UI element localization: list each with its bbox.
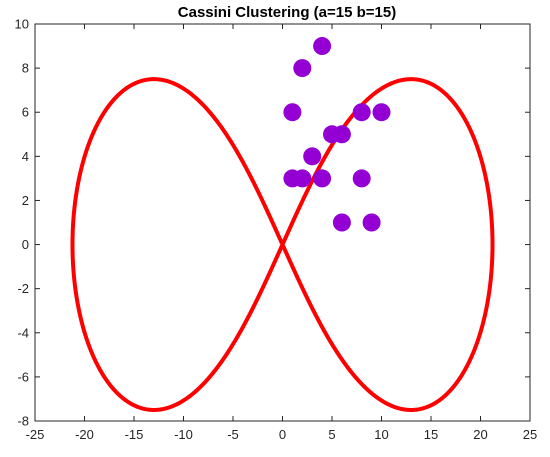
data-point — [303, 147, 322, 166]
y-tick-label: 4 — [22, 149, 29, 164]
y-tick-label: 2 — [22, 193, 29, 208]
x-tick-label: 10 — [374, 427, 388, 442]
data-point — [313, 169, 332, 188]
x-tick-label: -10 — [174, 427, 193, 442]
data-point — [293, 169, 312, 188]
x-tick-label: -20 — [75, 427, 94, 442]
y-tick-label: 6 — [22, 105, 29, 120]
data-point — [362, 213, 381, 232]
y-tick-label: -6 — [17, 369, 29, 384]
y-tick-label: -2 — [17, 281, 29, 296]
cassini-curve — [70, 77, 495, 412]
data-point — [372, 103, 391, 122]
data-point — [313, 37, 332, 56]
data-point — [332, 125, 351, 144]
chart-title: Cassini Clustering (a=15 b=15) — [178, 4, 396, 21]
x-tick-label: 0 — [279, 427, 286, 442]
x-tick-label: 15 — [424, 427, 438, 442]
x-tick-label: 5 — [328, 427, 335, 442]
data-point — [352, 169, 371, 188]
data-point — [283, 103, 302, 122]
data-point — [352, 103, 371, 122]
x-tick-label: -5 — [227, 427, 239, 442]
data-point — [293, 59, 312, 78]
plot-frame — [34, 23, 531, 422]
data-point — [332, 213, 351, 232]
y-tick-label: -4 — [17, 325, 29, 340]
y-tick-label: -8 — [17, 414, 29, 429]
y-tick-label: 10 — [15, 17, 29, 32]
x-tick-label: 20 — [473, 427, 487, 442]
x-tick-label: 25 — [523, 427, 537, 442]
x-tick-label: -15 — [125, 427, 144, 442]
y-tick-label: 0 — [22, 237, 29, 252]
x-tick-label: -25 — [26, 427, 45, 442]
y-tick-label: 8 — [22, 61, 29, 76]
